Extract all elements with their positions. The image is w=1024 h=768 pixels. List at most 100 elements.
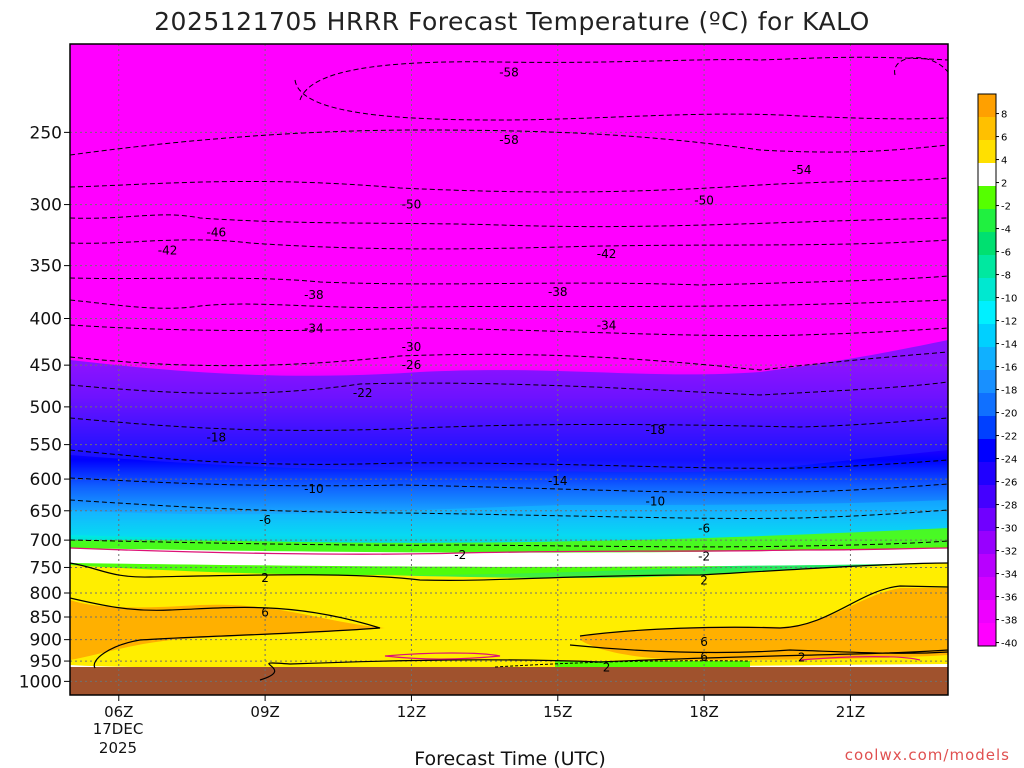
y-tick-label: 700	[30, 531, 62, 551]
colorbar-swatch	[978, 370, 996, 394]
contour-label: -6	[698, 522, 710, 536]
contour-plus-2	[70, 562, 948, 581]
surface-lime-pocket	[555, 661, 750, 668]
contour-minus-58-lower	[294, 79, 948, 121]
chart-title: 2025121705 HRRR Forecast Temperature (ºC…	[154, 7, 870, 36]
warm-core-orange-right	[580, 588, 948, 660]
contour-plus-6-left	[70, 597, 381, 669]
contour-label: -58	[499, 66, 519, 80]
contour-plus-6-right	[579, 585, 948, 637]
contour-minus-50	[70, 177, 948, 193]
colorbar-label: -34	[1001, 570, 1017, 581]
colorbar-swatch	[978, 439, 996, 463]
colorbar-swatch	[978, 393, 996, 417]
y-tick-label: 550	[30, 436, 62, 456]
contour-minus-30	[70, 324, 948, 337]
contour-label: -2	[454, 548, 466, 562]
colorbar-swatch	[978, 324, 996, 348]
contour-zero	[70, 547, 948, 555]
colorbar-frame	[977, 93, 997, 647]
contour-labels: -58 -58 -54 -50 -50 -46 -42 -42 -38 -38 -34 -34 -30 -…	[158, 66, 812, 675]
colorbar-label: 8	[1001, 110, 1007, 121]
contour-minus-38	[70, 275, 948, 286]
contour-label: -18	[646, 423, 666, 437]
warm-core-orange-left	[70, 600, 385, 660]
contour-zero-surface-loop	[384, 652, 501, 660]
contour-label: 2	[700, 573, 708, 587]
contour-label: -58	[499, 133, 519, 147]
colorbar-label: -38	[1001, 616, 1017, 627]
colorbar-swatch	[978, 209, 996, 233]
x-tick-label: 09Z	[250, 703, 279, 721]
date-label-year: 2025	[99, 739, 137, 757]
x-axis-label: Forecast Time (UTC)	[414, 748, 605, 768]
colorbar-label: -10	[1001, 294, 1017, 305]
colorbar-label: -40	[1001, 639, 1017, 650]
colorbar-swatch	[978, 600, 996, 624]
contour-label: -6	[259, 513, 271, 527]
y-tick-label: 400	[30, 310, 62, 330]
plot-frame	[69, 43, 949, 696]
credit-text: coolwx.com/models	[845, 746, 1010, 764]
y-tick-label: 600	[30, 470, 62, 490]
x-tick-label: 15Z	[543, 703, 572, 721]
y-tick-label: 900	[30, 631, 62, 651]
y-tick-label: 250	[30, 123, 62, 143]
contour-minus-42	[70, 239, 948, 250]
colorbar-swatch	[978, 232, 996, 256]
contour-lines	[70, 56, 948, 681]
contour-label: -50	[694, 194, 714, 208]
contour-label: -2	[698, 550, 710, 564]
grid-lines	[70, 44, 948, 695]
colorbar-swatch	[978, 508, 996, 532]
contour-label: -10	[646, 495, 666, 509]
colorbar-swatch	[978, 462, 996, 486]
colorbar-label: -28	[1001, 501, 1017, 512]
colorbar-label: -14	[1001, 340, 1017, 351]
colorbar-label: 6	[1001, 133, 1007, 144]
x-tick-label: 21Z	[836, 703, 865, 721]
y-tick-label: 750	[30, 558, 62, 578]
contour-plus-2-surface	[259, 649, 948, 681]
contour-zero-surface-right	[799, 656, 921, 661]
colorbar-label: -36	[1001, 593, 1017, 604]
contour-minus-26	[70, 351, 948, 371]
contour-label: 2	[603, 660, 611, 674]
colorbar-swatch	[978, 416, 996, 440]
colorbar-swatch	[978, 347, 996, 371]
contour-minus-10	[70, 477, 948, 494]
freezing-level-white-band	[70, 548, 948, 567]
colorbar-swatch	[978, 255, 996, 279]
contour-minus-2	[70, 539, 948, 548]
cyan-band	[70, 500, 948, 545]
colorbar-swatch	[978, 623, 996, 647]
colorbar-swatch	[978, 301, 996, 325]
contour-label: 6	[700, 650, 708, 664]
plot-area: -58 -58 -54 -50 -50 -46 -42 -42 -38 -38 -34 -34 -30 -…	[70, 44, 948, 695]
y-tick-label: 850	[30, 608, 62, 628]
contour-label: -22	[353, 386, 373, 400]
date-label-day: 17DEC	[93, 720, 144, 738]
colorbar-swatch	[978, 140, 996, 164]
contour-minus-14	[70, 449, 948, 469]
y-tick-label: 800	[30, 584, 62, 604]
colorbar-swatch	[978, 117, 996, 141]
colorbar: 8 6 4 2 -2 -4 -6 -8 -10 -12 -14 -16 -18 -20 -22 -24 -26 -…	[977, 93, 1017, 650]
contour-label: -26	[402, 358, 422, 372]
y-tick-label: 450	[30, 356, 62, 376]
colorbar-swatch	[978, 485, 996, 509]
contour-minus-22	[70, 381, 948, 396]
y-tick-label: 300	[30, 196, 62, 216]
colorbar-label: -12	[1001, 317, 1017, 328]
x-tick-label: 12Z	[397, 703, 426, 721]
colorbar-label: -32	[1001, 547, 1017, 558]
y-tick-label: 1000	[19, 672, 62, 692]
colorbar-swatch	[978, 163, 996, 187]
contour-label: -50	[402, 198, 422, 212]
contour-minus-18	[70, 417, 948, 431]
colorbar-label: -6	[1001, 248, 1011, 259]
contour-label: -42	[597, 247, 617, 261]
colorbar-label: -30	[1001, 524, 1017, 535]
contour-label: -30	[402, 340, 422, 354]
